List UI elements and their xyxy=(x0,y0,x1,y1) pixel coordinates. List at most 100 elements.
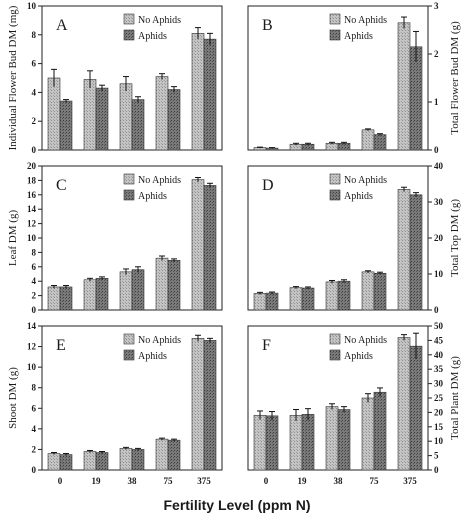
bar-aphids xyxy=(203,185,217,311)
y-axis-label: Leaf DM (g) xyxy=(7,210,19,267)
y-tick-label: 8 xyxy=(32,247,37,257)
legend-swatch-no-aphids xyxy=(123,333,135,345)
bar-aphids xyxy=(167,260,181,311)
bar-aphids xyxy=(95,87,109,151)
y-tick-label: 30 xyxy=(434,379,444,389)
bar-aphids xyxy=(301,287,315,311)
y-tick-label: 2 xyxy=(434,49,439,59)
bar-no-aphids xyxy=(83,451,97,471)
x-tick-label: 0 xyxy=(264,476,269,486)
y-tick-label: 50 xyxy=(434,321,444,331)
bar-no-aphids xyxy=(191,179,205,311)
x-tick-label: 0 xyxy=(58,476,63,486)
bar-no-aphids xyxy=(47,286,61,311)
y-tick-label: 40 xyxy=(434,161,444,171)
y-axis-label: Individual Flower Bud DM (mg) xyxy=(7,5,19,150)
y-tick-label: 10 xyxy=(27,233,37,243)
x-tick-label: 19 xyxy=(92,476,102,486)
legend-swatch-no-aphids xyxy=(123,173,135,185)
y-tick-label: 5 xyxy=(434,451,439,461)
y-tick-label: 14 xyxy=(27,204,37,214)
bar-no-aphids xyxy=(119,448,133,471)
y-tick-label: 35 xyxy=(434,364,444,374)
x-tick-label: 375 xyxy=(403,476,417,486)
legend-swatch-no-aphids xyxy=(329,13,341,25)
y-axis-label: Total Flower Bud DM (g) xyxy=(449,21,461,135)
legend-swatch-aphids xyxy=(123,189,135,201)
x-tick-label: 75 xyxy=(370,476,380,486)
y-axis-label: Shoot DM (g) xyxy=(7,367,19,429)
y-axis-label: Total Top DM (g) xyxy=(449,199,461,277)
bar-aphids xyxy=(337,142,351,151)
x-tick-label: 38 xyxy=(334,476,344,486)
bar-no-aphids xyxy=(397,337,411,471)
bar-aphids xyxy=(301,414,315,471)
legend-swatch-aphids xyxy=(329,189,341,201)
bar-aphids xyxy=(167,439,181,471)
y-tick-label: 4 xyxy=(32,87,37,97)
panel-e: 0 2 4 6 8 10 12 14 Shoot DM (g) E No Aphids Aphids 0… xyxy=(7,321,223,486)
legend-swatch-aphids xyxy=(123,29,135,41)
bar-aphids xyxy=(373,391,387,471)
y-tick-label: 20 xyxy=(434,407,444,417)
bar-aphids xyxy=(95,452,109,471)
legend-swatch-no-aphids xyxy=(123,13,135,25)
bar-no-aphids xyxy=(119,271,133,311)
legend-label-no-aphids: No Aphids xyxy=(138,335,181,346)
bar-no-aphids xyxy=(47,453,61,471)
bar-aphids xyxy=(131,269,145,311)
legend-label-aphids: Aphids xyxy=(344,351,373,362)
legend-label-no-aphids: No Aphids xyxy=(138,175,181,186)
bar-no-aphids xyxy=(289,414,303,471)
bar-aphids xyxy=(337,409,351,471)
panel-letter: D xyxy=(262,177,274,194)
y-tick-label: 10 xyxy=(434,269,444,279)
y-tick-label: 12 xyxy=(27,342,37,352)
y-tick-label: 4 xyxy=(32,424,37,434)
legend-swatch-no-aphids xyxy=(329,333,341,345)
bar-no-aphids xyxy=(253,293,267,311)
y-tick-label: 20 xyxy=(434,233,444,243)
y-tick-label: 20 xyxy=(27,161,37,171)
legend-swatch-aphids xyxy=(329,349,341,361)
panel-c: 0 2 4 6 8 10 12 14 16 18 20 Leaf DM (g) C No Aphids Ap… xyxy=(7,161,223,315)
panel-a: 0 2 4 6 8 10 Individual Flower Bud DM (mg) A No … xyxy=(7,1,223,155)
y-tick-label: 6 xyxy=(32,403,37,413)
panel-letter: C xyxy=(56,177,67,194)
bar-aphids xyxy=(265,292,279,311)
bar-no-aphids xyxy=(361,397,375,471)
bar-aphids xyxy=(265,415,279,471)
x-tick-label: 375 xyxy=(197,476,211,486)
bar-no-aphids xyxy=(253,414,267,471)
y-tick-label: 0 xyxy=(32,145,37,155)
legend-label-no-aphids: No Aphids xyxy=(344,335,387,346)
y-tick-label: 40 xyxy=(434,350,444,360)
y-tick-label: 14 xyxy=(27,321,37,331)
panel-letter: B xyxy=(262,17,273,34)
bar-no-aphids xyxy=(361,129,375,151)
bar-aphids xyxy=(337,280,351,311)
legend-swatch-aphids xyxy=(329,29,341,41)
y-tick-label: 15 xyxy=(434,422,444,432)
bar-no-aphids xyxy=(191,338,205,471)
bar-aphids xyxy=(131,99,145,151)
y-tick-label: 10 xyxy=(27,1,37,11)
bar-no-aphids xyxy=(155,76,169,151)
panel-f: 0 5 10 15 20 25 30 35 40 45 50 Total Plant DM (g) F N… xyxy=(247,321,461,486)
x-tick-label: 19 xyxy=(298,476,308,486)
bar-aphids xyxy=(59,454,73,471)
legend-label-aphids: Aphids xyxy=(344,31,373,42)
panel-letter: E xyxy=(56,337,66,354)
legend-label-aphids: Aphids xyxy=(138,351,167,362)
y-tick-label: 3 xyxy=(434,1,439,11)
legend-label-no-aphids: No Aphids xyxy=(344,175,387,186)
y-tick-label: 2 xyxy=(32,291,37,301)
y-tick-label: 10 xyxy=(434,436,444,446)
y-tick-label: 0 xyxy=(434,465,439,475)
y-tick-label: 8 xyxy=(32,30,37,40)
y-tick-label: 1 xyxy=(434,97,439,107)
y-axis-label: Total Plant DM (g) xyxy=(449,356,461,440)
bar-no-aphids xyxy=(325,142,339,151)
y-tick-label: 45 xyxy=(434,335,444,345)
